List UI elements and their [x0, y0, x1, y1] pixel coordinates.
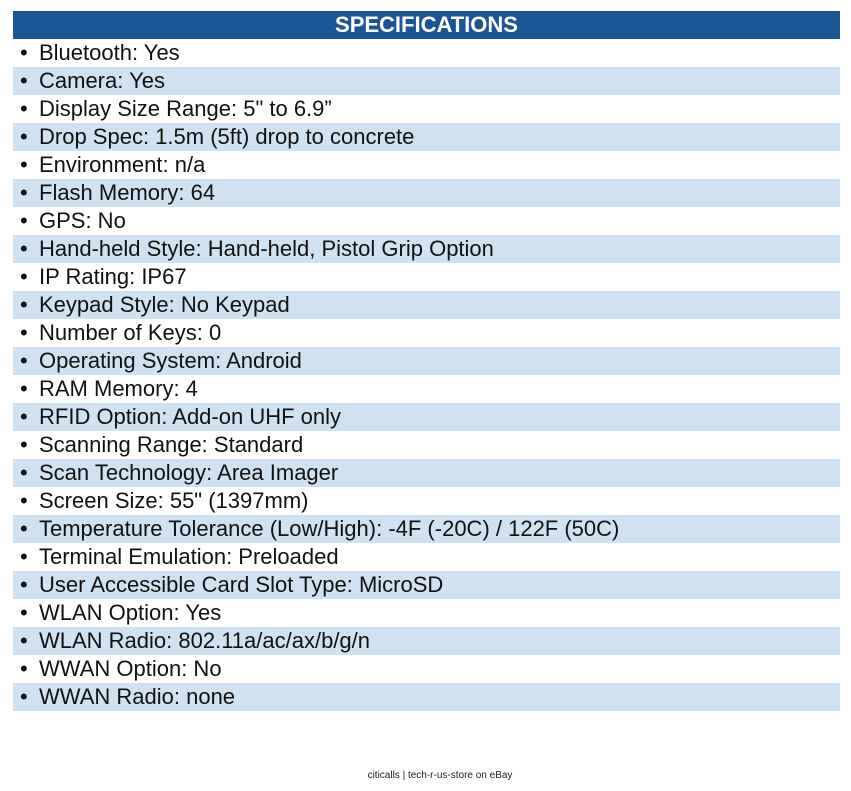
- bullet: •: [20, 572, 28, 597]
- spec-row: • WWAN Option: No: [13, 655, 840, 683]
- bullet: •: [20, 628, 28, 653]
- spec-text: Display Size Range: 5" to 6.9”: [39, 96, 332, 121]
- spec-row: • Scan Technology: Area Imager: [13, 459, 840, 487]
- spec-row: • Screen Size: 55" (1397mm): [13, 487, 840, 515]
- spec-row: • Camera: Yes: [13, 67, 840, 95]
- spec-row: • Environment: n/a: [13, 151, 840, 179]
- spec-row: • Display Size Range: 5" to 6.9”: [13, 95, 840, 123]
- bullet: •: [20, 684, 28, 709]
- bullet: •: [20, 208, 28, 233]
- spec-text: RFID Option: Add-on UHF only: [39, 404, 342, 429]
- section-title: SPECIFICATIONS: [13, 11, 840, 39]
- bullet: •: [20, 404, 28, 429]
- spec-row: • Number of Keys: 0: [13, 319, 840, 347]
- bullet: •: [20, 180, 28, 205]
- spec-row: • WLAN Radio: 802.11a/ac/ax/b/g/n: [13, 627, 840, 655]
- spec-text: Number of Keys: 0: [39, 320, 222, 345]
- spec-row: • Temperature Tolerance (Low/High): -4F (…: [13, 515, 840, 543]
- spec-row: • Scanning Range: Standard: [13, 431, 840, 459]
- bullet: •: [20, 460, 28, 485]
- spec-row: • IP Rating: IP67: [13, 263, 840, 291]
- bullet: •: [20, 656, 28, 681]
- spec-text: Temperature Tolerance (Low/High): -4F (-…: [39, 516, 620, 541]
- spec-text: Scanning Range: Standard: [39, 432, 304, 457]
- spec-row: • Operating System: Android: [13, 347, 840, 375]
- spec-row: • Drop Spec: 1.5m (5ft) drop to concrete: [13, 123, 840, 151]
- spec-text: GPS: No: [39, 208, 126, 233]
- bullet: •: [20, 432, 28, 457]
- spec-row: • Keypad Style: No Keypad: [13, 291, 840, 319]
- spec-text: Hand-held Style: Hand-held, Pistol Grip …: [39, 236, 494, 261]
- spec-text: Bluetooth: Yes: [39, 40, 180, 65]
- bullet: •: [20, 488, 28, 513]
- spec-row: • Terminal Emulation: Preloaded: [13, 543, 840, 571]
- spec-row: • Bluetooth: Yes: [13, 39, 840, 67]
- bullet: •: [20, 264, 28, 289]
- spec-text: Environment: n/a: [39, 152, 206, 177]
- spec-text: Operating System: Android: [39, 348, 302, 373]
- spec-text: RAM Memory: 4: [39, 376, 198, 401]
- spec-list: • Bluetooth: Yes • Camera: Yes • Display Size…: [13, 39, 840, 711]
- spec-row: • WLAN Option: Yes: [13, 599, 840, 627]
- spec-row: • RAM Memory: 4: [13, 375, 840, 403]
- bullet: •: [20, 600, 28, 625]
- bullet: •: [20, 320, 28, 345]
- bullet: •: [20, 236, 28, 261]
- spec-row: • Flash Memory: 64: [13, 179, 840, 207]
- spec-text: Terminal Emulation: Preloaded: [39, 544, 339, 569]
- spec-text: WLAN Option: Yes: [39, 600, 222, 625]
- bullet: •: [20, 40, 28, 65]
- spec-text: IP Rating: IP67: [39, 264, 187, 289]
- spec-row: • Hand-held Style: Hand-held, Pistol Grip…: [13, 235, 840, 263]
- spec-row: • User Accessible Card Slot Type: MicroSD: [13, 571, 840, 599]
- bullet: •: [20, 292, 28, 317]
- spec-text: WWAN Radio: none: [39, 684, 236, 709]
- bullet: •: [20, 124, 28, 149]
- bullet: •: [20, 348, 28, 373]
- spec-text: Keypad Style: No Keypad: [39, 292, 290, 317]
- spec-row: • WWAN Radio: none: [13, 683, 840, 711]
- bullet: •: [20, 516, 28, 541]
- spec-text: User Accessible Card Slot Type: MicroSD: [39, 572, 444, 597]
- spec-text: WLAN Radio: 802.11a/ac/ax/b/g/n: [39, 628, 371, 653]
- spec-row: • RFID Option: Add-on UHF only: [13, 403, 840, 431]
- bullet: •: [20, 68, 28, 93]
- spec-text: Scan Technology: Area Imager: [39, 460, 339, 485]
- spec-text: Drop Spec: 1.5m (5ft) drop to concrete: [39, 124, 415, 149]
- bullet: •: [20, 544, 28, 569]
- bullet: •: [20, 96, 28, 121]
- bullet: •: [20, 376, 28, 401]
- spec-text: Camera: Yes: [39, 68, 165, 93]
- spec-text: Screen Size: 55" (1397mm): [39, 488, 309, 513]
- spec-text: WWAN Option: No: [39, 656, 222, 681]
- spec-text: Flash Memory: 64: [39, 180, 216, 205]
- bullet: •: [20, 152, 28, 177]
- footer: citicalls | tech-r-us-store on eBay: [367, 770, 513, 781]
- spec-row: • GPS: No: [13, 207, 840, 235]
